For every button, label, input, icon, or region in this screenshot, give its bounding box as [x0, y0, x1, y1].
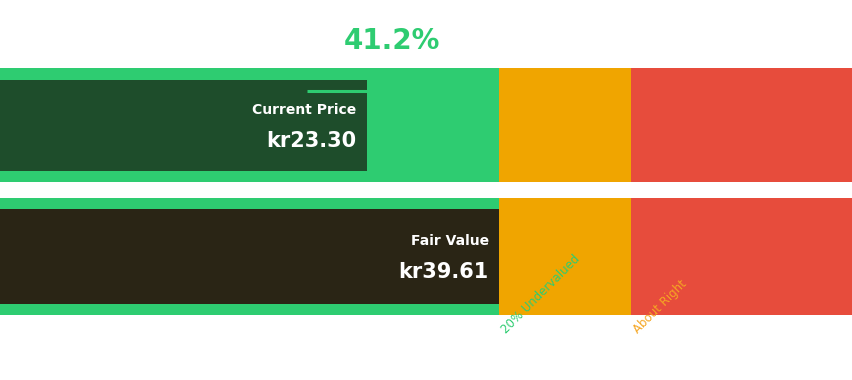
Text: Undervalued: Undervalued — [343, 68, 440, 83]
Bar — [0, 198, 498, 315]
Bar — [498, 68, 630, 182]
Text: kr39.61: kr39.61 — [398, 262, 488, 282]
Bar — [630, 68, 852, 182]
Text: Fair Value: Fair Value — [410, 234, 488, 248]
Text: 20% Undervalued: 20% Undervalued — [498, 252, 582, 336]
Bar — [0, 80, 366, 171]
Bar — [498, 198, 630, 315]
Text: kr23.30: kr23.30 — [266, 131, 356, 150]
Text: Current Price: Current Price — [252, 103, 356, 117]
Text: 41.2%: 41.2% — [344, 27, 440, 55]
Bar — [630, 198, 852, 315]
Bar — [0, 209, 498, 304]
Text: About Right: About Right — [630, 277, 689, 336]
Bar — [0, 68, 498, 182]
